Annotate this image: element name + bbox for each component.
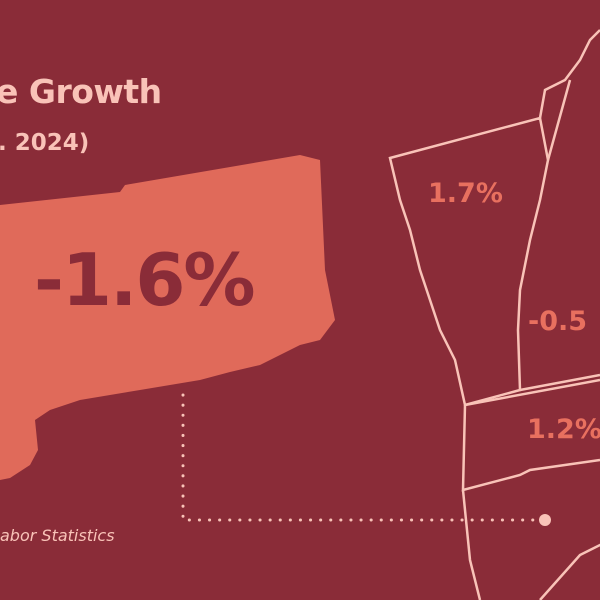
vermont-outline (388, 116, 550, 407)
massachusetts-value: 1.2% (527, 414, 600, 445)
massachusetts-outline (461, 378, 600, 492)
new-hampshire-value: -0.5 (528, 306, 588, 337)
connecticut-shape (0, 155, 335, 480)
leader-dot (539, 514, 551, 526)
new-hampshire-outline (519, 29, 600, 392)
connecticut-outline (461, 489, 600, 600)
page-title: e Growth (0, 72, 162, 111)
page-subtitle: . 2024) (0, 130, 90, 156)
leader-line (181, 393, 537, 522)
vermont-value: 1.7% (428, 178, 503, 209)
source-note: abor Statistics (0, 526, 115, 545)
connecticut-value: -1.6% (34, 238, 256, 322)
